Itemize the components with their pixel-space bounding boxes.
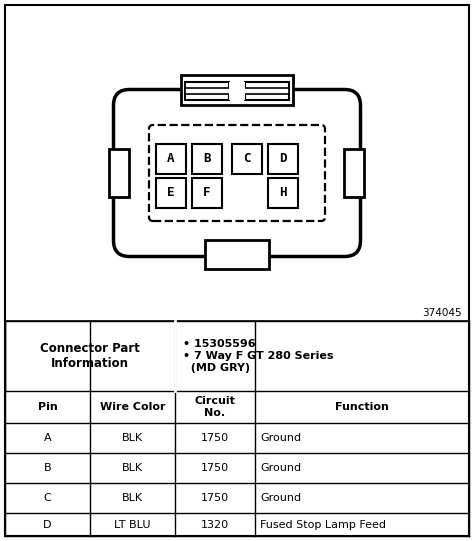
Bar — [205, 240, 269, 268]
Text: A: A — [44, 433, 51, 443]
Text: Circuit
No.: Circuit No. — [194, 396, 236, 418]
Text: B: B — [44, 463, 51, 473]
Bar — [345, 149, 365, 197]
Text: Function: Function — [335, 402, 389, 412]
Bar — [229, 82, 245, 100]
Text: D: D — [279, 153, 287, 166]
Text: Pin: Pin — [37, 402, 57, 412]
Text: A: A — [167, 153, 175, 166]
Text: C: C — [243, 153, 251, 166]
Text: D: D — [43, 519, 52, 530]
Bar — [268, 178, 298, 208]
Bar — [245, 82, 289, 100]
FancyBboxPatch shape — [149, 125, 325, 221]
Text: Wire Color: Wire Color — [100, 402, 165, 412]
Text: 1320: 1320 — [201, 519, 229, 530]
Text: E: E — [167, 187, 175, 200]
Bar — [192, 178, 222, 208]
Text: H: H — [279, 187, 287, 200]
Bar — [181, 75, 293, 104]
Bar — [192, 144, 222, 174]
Bar — [185, 82, 229, 100]
Text: Connector Part
Information: Connector Part Information — [40, 342, 140, 370]
Bar — [156, 178, 186, 208]
FancyBboxPatch shape — [113, 89, 361, 256]
Text: BLK: BLK — [122, 493, 143, 503]
Bar — [268, 144, 298, 174]
Text: 1750: 1750 — [201, 433, 229, 443]
Text: 1750: 1750 — [201, 463, 229, 473]
Text: LT BLU: LT BLU — [114, 519, 151, 530]
Bar — [185, 88, 289, 94]
Text: Ground: Ground — [260, 493, 301, 503]
Text: B: B — [203, 153, 211, 166]
Text: C: C — [44, 493, 51, 503]
Bar — [232, 144, 262, 174]
Text: F: F — [203, 187, 211, 200]
Text: • 15305596
• 7 Way F GT 280 Series
  (MD GRY): • 15305596 • 7 Way F GT 280 Series (MD G… — [183, 339, 334, 373]
Text: BLK: BLK — [122, 463, 143, 473]
Text: 1750: 1750 — [201, 493, 229, 503]
Text: BLK: BLK — [122, 433, 143, 443]
Text: Ground: Ground — [260, 433, 301, 443]
Text: Fused Stop Lamp Feed: Fused Stop Lamp Feed — [260, 519, 386, 530]
Text: Ground: Ground — [260, 463, 301, 473]
Bar — [109, 149, 129, 197]
Text: 374045: 374045 — [422, 308, 462, 318]
Bar — [156, 144, 186, 174]
